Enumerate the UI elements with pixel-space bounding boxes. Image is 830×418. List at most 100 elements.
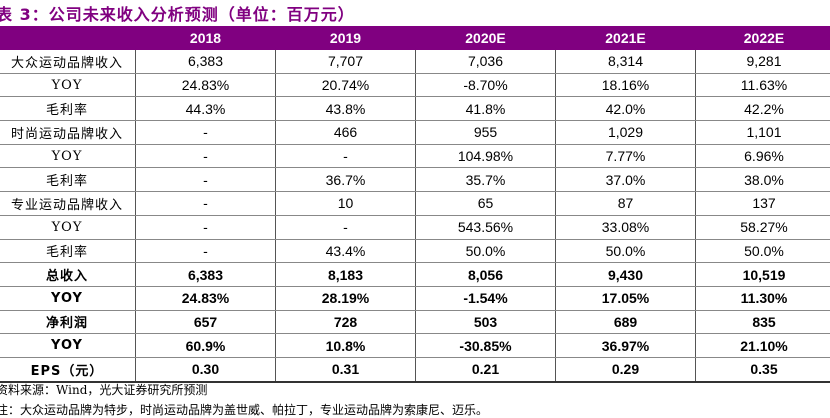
table-cell: 0.30 — [135, 357, 276, 383]
table-row: 时尚运动品牌收入 -466 955 1,029 1,101 — [0, 120, 830, 145]
column-header: 2022E — [695, 26, 830, 50]
table-cell: 18.16% — [555, 73, 696, 98]
table-row: YOY - -104.98% 7.77% 6.96% — [0, 144, 830, 169]
row-label: 毛利率 — [0, 167, 136, 193]
row-label: YOY — [0, 144, 136, 169]
row-label: YOY — [0, 286, 136, 311]
row-label: EPS（元） — [0, 357, 136, 383]
table-cell: -1.54% — [415, 286, 556, 311]
table-cell: 0.29 — [555, 357, 696, 383]
table-cell: 35.7% — [415, 167, 556, 193]
source-note: 资料来源：Wind，光大证券研究所预测 — [0, 383, 208, 397]
table-cell: 11.30% — [695, 286, 830, 311]
table-cell: 9,430 — [555, 262, 696, 287]
table-cell: 1,101 — [695, 120, 830, 145]
table-row: 净利润 657 728 503 689 835 — [0, 310, 830, 335]
table-cell: 6.96% — [695, 144, 830, 169]
table-cell: 8,056 — [415, 262, 556, 287]
table-cell: - — [135, 120, 276, 145]
table-cell: 17.05% — [555, 286, 696, 311]
table-row: YOY 24.83% 28.19% -1.54% 17.05% 11.30% — [0, 286, 830, 311]
table-cell: 728 — [275, 310, 416, 335]
table-cell: 543.56% — [415, 215, 556, 240]
table-cell: 42.2% — [695, 96, 830, 122]
table-cell: 7.77% — [555, 144, 696, 169]
row-label: 毛利率 — [0, 239, 136, 264]
table-cell: 43.4% — [275, 239, 416, 264]
table-row: YOY - -543.56% 33.08% 58.27% — [0, 215, 830, 240]
table-row: EPS（元） 0.30 0.31 0.21 0.29 0.35 — [0, 357, 830, 383]
table-cell: 33.08% — [555, 215, 696, 240]
table-cell: - — [275, 144, 416, 169]
table-cell: 1,029 — [555, 120, 696, 145]
table-cell: 28.19% — [275, 286, 416, 311]
table-row: 毛利率 44.3% 43.8% 41.8% 42.0% 42.2% — [0, 96, 830, 122]
table-cell: - — [275, 215, 416, 240]
table-cell: 11.63% — [695, 73, 830, 98]
table-cell: - — [135, 239, 276, 264]
table-cell: 466 — [275, 120, 416, 145]
header-row: 2018 2019 2020E 2021E 2022E — [0, 26, 830, 50]
table-cell: 42.0% — [555, 96, 696, 122]
table-cell: 50.0% — [555, 239, 696, 264]
column-header: 2021E — [555, 26, 696, 50]
table-cell: 0.21 — [415, 357, 556, 383]
table-cell: 7,707 — [275, 49, 416, 74]
table-cell: 10 — [275, 191, 416, 216]
row-label: YOY — [0, 73, 136, 98]
table-row: 毛利率 -43.4% 50.0% 50.0% 50.0% — [0, 239, 830, 264]
table-cell: 9,281 — [695, 49, 830, 74]
table-row: 毛利率 -36.7% 35.7% 37.0% 38.0% — [0, 167, 830, 193]
column-header: 2018 — [135, 26, 276, 50]
table-cell: 8,314 — [555, 49, 696, 74]
table-cell: 21.10% — [695, 333, 830, 358]
table-cell: 38.0% — [695, 167, 830, 193]
table-cell: 60.9% — [135, 333, 276, 358]
table-cell: 10.8% — [275, 333, 416, 358]
row-label: 大众运动品牌收入 — [0, 49, 136, 74]
table-cell: - — [135, 167, 276, 193]
table-cell: - — [135, 144, 276, 169]
row-label: 专业运动品牌收入 — [0, 191, 136, 216]
table-cell: 689 — [555, 310, 696, 335]
table-cell: 835 — [695, 310, 830, 335]
table-cell: 41.8% — [415, 96, 556, 122]
table-cell: -30.85% — [415, 333, 556, 358]
table-cell: 43.8% — [275, 96, 416, 122]
table-cell: 58.27% — [695, 215, 830, 240]
column-header: 2019 — [275, 26, 416, 50]
table-row: 总收入 6,383 8,183 8,056 9,430 10,519 — [0, 262, 830, 287]
table-cell: 6,383 — [135, 49, 276, 74]
table-row: YOY 24.83% 20.74% -8.70% 18.16% 11.63% — [0, 73, 830, 98]
table-cell: 20.74% — [275, 73, 416, 98]
table-cell: 44.3% — [135, 96, 276, 122]
row-label: 总收入 — [0, 262, 136, 287]
table-cell: 36.7% — [275, 167, 416, 193]
table-cell: 955 — [415, 120, 556, 145]
table-cell: 24.83% — [135, 286, 276, 311]
row-label: 毛利率 — [0, 96, 136, 122]
table-cell: 657 — [135, 310, 276, 335]
table-cell: 24.83% — [135, 73, 276, 98]
table-cell: 50.0% — [695, 239, 830, 264]
table-cell: 36.97% — [555, 333, 696, 358]
table-cell: 8,183 — [275, 262, 416, 287]
table-cell: - — [135, 215, 276, 240]
table-title: 表 3：公司未来收入分析预测（单位：百万元） — [0, 5, 355, 24]
table-cell: -8.70% — [415, 73, 556, 98]
table-cell: 7,036 — [415, 49, 556, 74]
row-label: 净利润 — [0, 310, 136, 335]
table-cell: - — [135, 191, 276, 216]
table-cell: 10,519 — [695, 262, 830, 287]
table-cell: 87 — [555, 191, 696, 216]
table-cell: 65 — [415, 191, 556, 216]
table-cell: 50.0% — [415, 239, 556, 264]
table-row: 专业运动品牌收入 -10 65 87 137 — [0, 191, 830, 216]
column-header: 2020E — [415, 26, 556, 50]
row-label: YOY — [0, 333, 136, 358]
table-cell: 104.98% — [415, 144, 556, 169]
table-row: 大众运动品牌收入 6,383 7,707 7,036 8,314 9,281 — [0, 49, 830, 74]
row-label: YOY — [0, 215, 136, 240]
column-header — [0, 26, 136, 50]
row-label: 时尚运动品牌收入 — [0, 120, 136, 145]
